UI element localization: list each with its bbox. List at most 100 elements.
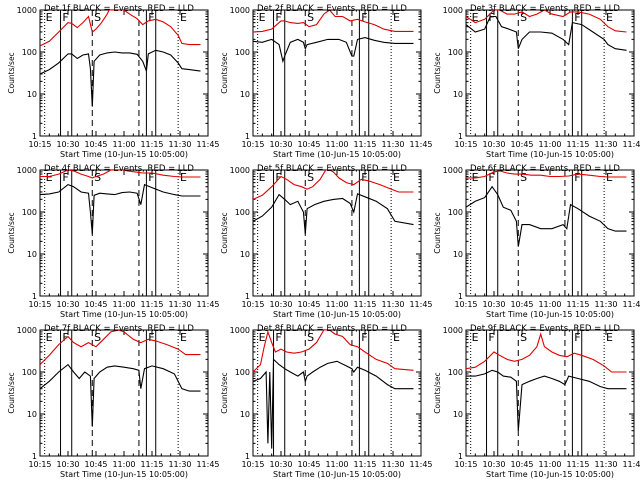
y-tick-label: 100 <box>22 48 37 57</box>
interval-label: E <box>180 11 187 24</box>
y-tick-label: 1000 <box>17 326 37 335</box>
x-tick-label: 10:30 <box>269 140 292 149</box>
interval-label: S <box>307 11 314 24</box>
x-tick-label: 11:45 <box>622 460 640 469</box>
chart-panel-3: 10:15 10:30 10:45 11:00 11:15 11:30 11:45 1 10 10… <box>433 4 640 159</box>
y-tick-label: 1 <box>32 132 37 141</box>
y-tick-label: 1 <box>245 132 250 141</box>
series-line-lld <box>466 332 627 373</box>
interval-label: F <box>275 11 281 24</box>
y-tick-label: 1 <box>32 452 37 461</box>
x-tick-label: 10:45 <box>510 140 533 149</box>
series-line-lld <box>40 10 201 47</box>
x-tick-label: 11:00 <box>538 460 561 469</box>
interval-label: F <box>574 331 580 344</box>
x-tick-label: 11:00 <box>112 460 135 469</box>
x-tick-label: 11:45 <box>196 300 219 309</box>
y-axis-label: Counts/sec <box>7 372 16 413</box>
y-axis-label: Counts/sec <box>220 212 229 253</box>
x-tick-label: 10:30 <box>269 300 292 309</box>
y-tick-label: 100 <box>235 368 250 377</box>
x-tick-label: 11:15 <box>140 140 163 149</box>
interval-label: S <box>520 11 527 24</box>
y-tick-label: 100 <box>448 48 463 57</box>
y-tick-label: 100 <box>448 368 463 377</box>
x-tick-label: 10:45 <box>84 300 107 309</box>
y-tick-label: 100 <box>22 368 37 377</box>
x-tick-label: 10:15 <box>28 300 51 309</box>
x-tick-label: 11:30 <box>381 460 404 469</box>
y-tick-label: 1000 <box>230 326 250 335</box>
x-tick-label: 11:15 <box>140 300 163 309</box>
x-axis-label: Start Time (10-Jun-15 10:05:00) <box>60 150 188 159</box>
interval-label: S <box>94 331 101 344</box>
x-tick-label: 11:15 <box>566 460 589 469</box>
y-tick-label: 1 <box>32 292 37 301</box>
x-tick-label: 11:45 <box>196 460 219 469</box>
x-tick-label: 11:45 <box>409 300 432 309</box>
interval-label: E <box>393 171 400 184</box>
axes-frame <box>252 169 422 297</box>
x-tick-label: 11:30 <box>381 300 404 309</box>
y-tick-label: 1 <box>458 452 463 461</box>
interval-label: E <box>259 171 266 184</box>
interval-label: F <box>148 11 154 24</box>
y-axis-label: Counts/sec <box>220 372 229 413</box>
x-axis-label: Start Time (10-Jun-15 10:05:00) <box>273 470 401 479</box>
x-tick-label: 11:15 <box>566 300 589 309</box>
x-tick-label: 11:45 <box>622 140 640 149</box>
interval-label: F <box>62 171 68 184</box>
x-tick-label: 11:00 <box>325 140 348 149</box>
interval-label: F <box>488 171 494 184</box>
series-line-events <box>253 358 414 449</box>
x-tick-label: 10:30 <box>482 300 505 309</box>
interval-label: S <box>307 171 314 184</box>
series-line-events <box>466 185 627 247</box>
x-tick-label: 11:00 <box>538 300 561 309</box>
interval-label: F <box>62 11 68 24</box>
interval-label: F <box>574 171 580 184</box>
y-tick-label: 1000 <box>443 326 463 335</box>
y-tick-label: 10 <box>240 410 250 419</box>
x-tick-label: 11:00 <box>325 300 348 309</box>
interval-label: E <box>259 331 266 344</box>
interval-label: S <box>94 11 101 24</box>
axes-frame <box>465 9 635 137</box>
chart-panel-7: 10:15 10:30 10:45 11:00 11:15 11:30 11:45 1 10 10… <box>7 324 220 479</box>
chart-panel-4: 10:15 10:30 10:45 11:00 11:15 11:30 11:45 1 10 10… <box>7 164 220 319</box>
y-tick-label: 1 <box>458 132 463 141</box>
interval-label: E <box>180 331 187 344</box>
x-axis-label: Start Time (10-Jun-15 10:05:00) <box>486 470 614 479</box>
interval-label: E <box>472 331 479 344</box>
y-tick-label: 1 <box>245 452 250 461</box>
x-tick-label: 11:15 <box>140 460 163 469</box>
y-tick-label: 1 <box>245 292 250 301</box>
chart-panel-6: 10:15 10:30 10:45 11:00 11:15 11:30 11:45 1 10 10… <box>433 164 640 319</box>
axes-frame <box>39 329 209 457</box>
chart-title: Det 8f BLACK = Events, RED = LLD <box>257 324 407 334</box>
interval-label: S <box>307 331 314 344</box>
x-tick-label: 10:45 <box>84 140 107 149</box>
x-tick-label: 11:15 <box>353 460 376 469</box>
interval-label: E <box>46 171 53 184</box>
y-tick-label: 1000 <box>443 166 463 175</box>
series-line-events <box>466 369 627 431</box>
interval-label: F <box>148 171 154 184</box>
y-tick-label: 1 <box>458 292 463 301</box>
y-axis-label: Counts/sec <box>7 212 16 253</box>
x-tick-label: 10:45 <box>84 460 107 469</box>
y-tick-label: 1000 <box>17 6 37 15</box>
interval-label: F <box>361 331 367 344</box>
x-tick-label: 10:15 <box>28 140 51 149</box>
y-axis-label: Counts/sec <box>433 212 442 253</box>
interval-label: F <box>488 331 494 344</box>
x-tick-label: 11:00 <box>112 140 135 149</box>
x-tick-label: 11:45 <box>409 140 432 149</box>
y-tick-label: 10 <box>453 410 463 419</box>
x-tick-label: 10:30 <box>56 300 79 309</box>
y-tick-label: 100 <box>448 208 463 217</box>
interval-label: E <box>393 11 400 24</box>
x-tick-label: 10:15 <box>454 300 477 309</box>
axes-frame <box>39 9 209 137</box>
